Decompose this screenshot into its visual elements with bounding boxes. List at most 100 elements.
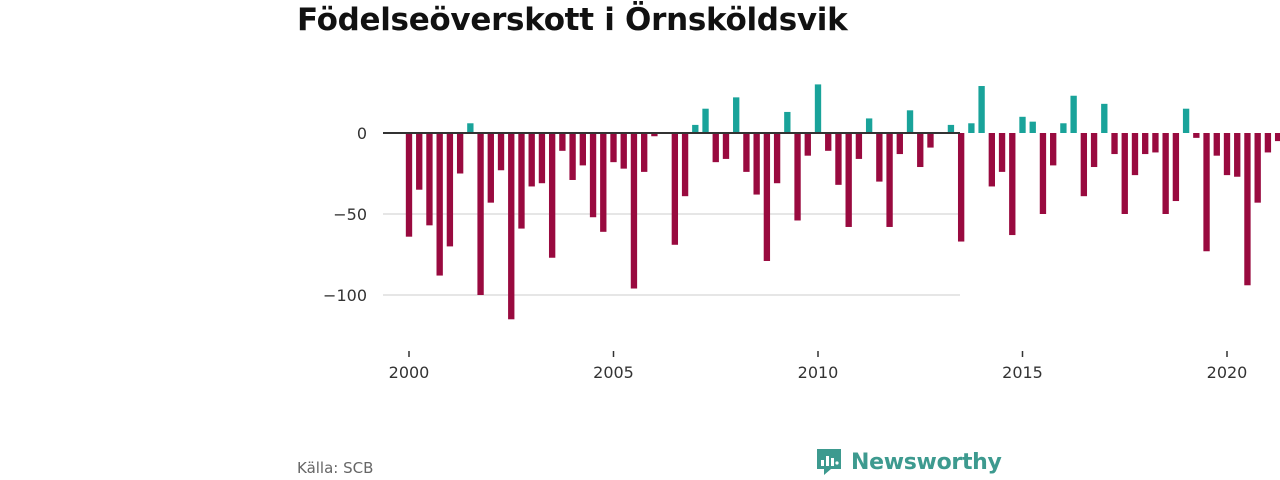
- bar: [610, 133, 617, 163]
- x-tick-label: 2020: [1207, 363, 1248, 382]
- bar: [405, 133, 413, 237]
- x-tick-label: 2000: [389, 363, 430, 382]
- bar: [416, 133, 423, 190]
- bar: [906, 110, 914, 133]
- bar: [865, 118, 873, 133]
- bar: [794, 133, 801, 221]
- bar: [487, 133, 494, 203]
- bar: [1234, 133, 1241, 177]
- bar: [957, 133, 965, 242]
- bar: [426, 133, 433, 226]
- bar: [1090, 133, 1098, 168]
- bar: [1213, 133, 1220, 156]
- brand-name: Newsworthy: [851, 449, 1002, 475]
- bar: [814, 84, 822, 133]
- bar: [1080, 133, 1088, 197]
- bar: [1009, 133, 1016, 236]
- bar: [1182, 108, 1190, 133]
- bar: [927, 133, 934, 148]
- bar: [876, 133, 883, 182]
- bar: [1203, 133, 1210, 252]
- bar: [1121, 133, 1128, 214]
- bar: [998, 133, 1006, 172]
- x-tick-label: 2015: [1002, 363, 1043, 382]
- bar: [1029, 121, 1036, 133]
- bar: [641, 133, 648, 172]
- bar: [917, 133, 924, 168]
- grid-lines: [383, 213, 960, 296]
- bar: [1039, 133, 1047, 214]
- bar: [589, 133, 597, 218]
- bar: [743, 133, 750, 172]
- bar: [1172, 133, 1180, 202]
- bar: [845, 133, 852, 227]
- x-tick-label: 2010: [798, 363, 839, 382]
- bar: [630, 133, 638, 289]
- bar: [804, 133, 811, 156]
- bar: [446, 133, 454, 247]
- bar: [1050, 133, 1057, 166]
- bar: [671, 133, 679, 245]
- bar: [1142, 133, 1149, 155]
- bar: [1070, 95, 1077, 133]
- bar: [835, 133, 842, 185]
- bar: [1193, 133, 1200, 138]
- bar: [600, 133, 607, 232]
- y-axis: 0 −50 −100: [323, 124, 367, 305]
- bar: [988, 133, 995, 187]
- bar: [978, 86, 985, 133]
- bar: [569, 133, 576, 180]
- bar: [886, 133, 893, 227]
- bar: [712, 133, 719, 163]
- bar: [456, 133, 464, 174]
- bar: [722, 133, 730, 159]
- bar: [855, 133, 863, 159]
- bar: [477, 133, 484, 295]
- bar: [681, 133, 689, 197]
- bar: [1152, 133, 1159, 153]
- bar: [1244, 133, 1251, 286]
- bars: [405, 84, 1280, 320]
- bar: [497, 133, 505, 171]
- bar: [968, 123, 975, 133]
- bar: [1223, 133, 1231, 176]
- bar: [508, 133, 515, 320]
- bar: [1060, 123, 1067, 133]
- bar: [528, 133, 535, 187]
- brand-logo[interactable]: Newsworthy: [815, 446, 1002, 478]
- bar: [1111, 133, 1118, 155]
- bar: [784, 111, 791, 133]
- source-note: Källa: SCB: [297, 459, 374, 477]
- bar: [651, 133, 658, 137]
- bar: [1274, 133, 1280, 142]
- x-tick-label: 2005: [593, 363, 634, 382]
- bar: [579, 133, 586, 166]
- bar: [825, 133, 832, 151]
- y-tick-label: 0: [357, 124, 367, 143]
- bar: [436, 133, 443, 276]
- bar: [620, 133, 627, 169]
- bar: [559, 133, 566, 151]
- bar: [692, 124, 699, 133]
- y-tick-label: −50: [333, 205, 367, 224]
- bar: [733, 97, 740, 133]
- bar: [773, 133, 781, 184]
- bar: [1264, 133, 1272, 153]
- bar: [538, 133, 546, 184]
- newsworthy-logo-icon: [817, 449, 841, 475]
- chart-title: Födelseöverskott i Örnsköldsvik: [297, 2, 848, 38]
- x-axis: 200020052010201520202025: [389, 351, 1248, 382]
- bar: [753, 133, 760, 195]
- bar: [1162, 133, 1169, 214]
- bar: [1019, 116, 1026, 133]
- bar: [947, 124, 955, 133]
- bar: [896, 133, 903, 155]
- bar-chart: 0−50−100 200020052010201520202025: [323, 84, 1280, 382]
- bar: [1254, 133, 1261, 203]
- bar: [1101, 103, 1108, 133]
- y-tick-label: −100: [323, 286, 367, 305]
- bar: [518, 133, 525, 229]
- bar: [467, 123, 474, 133]
- bar: [702, 108, 709, 133]
- bar: [1131, 133, 1139, 176]
